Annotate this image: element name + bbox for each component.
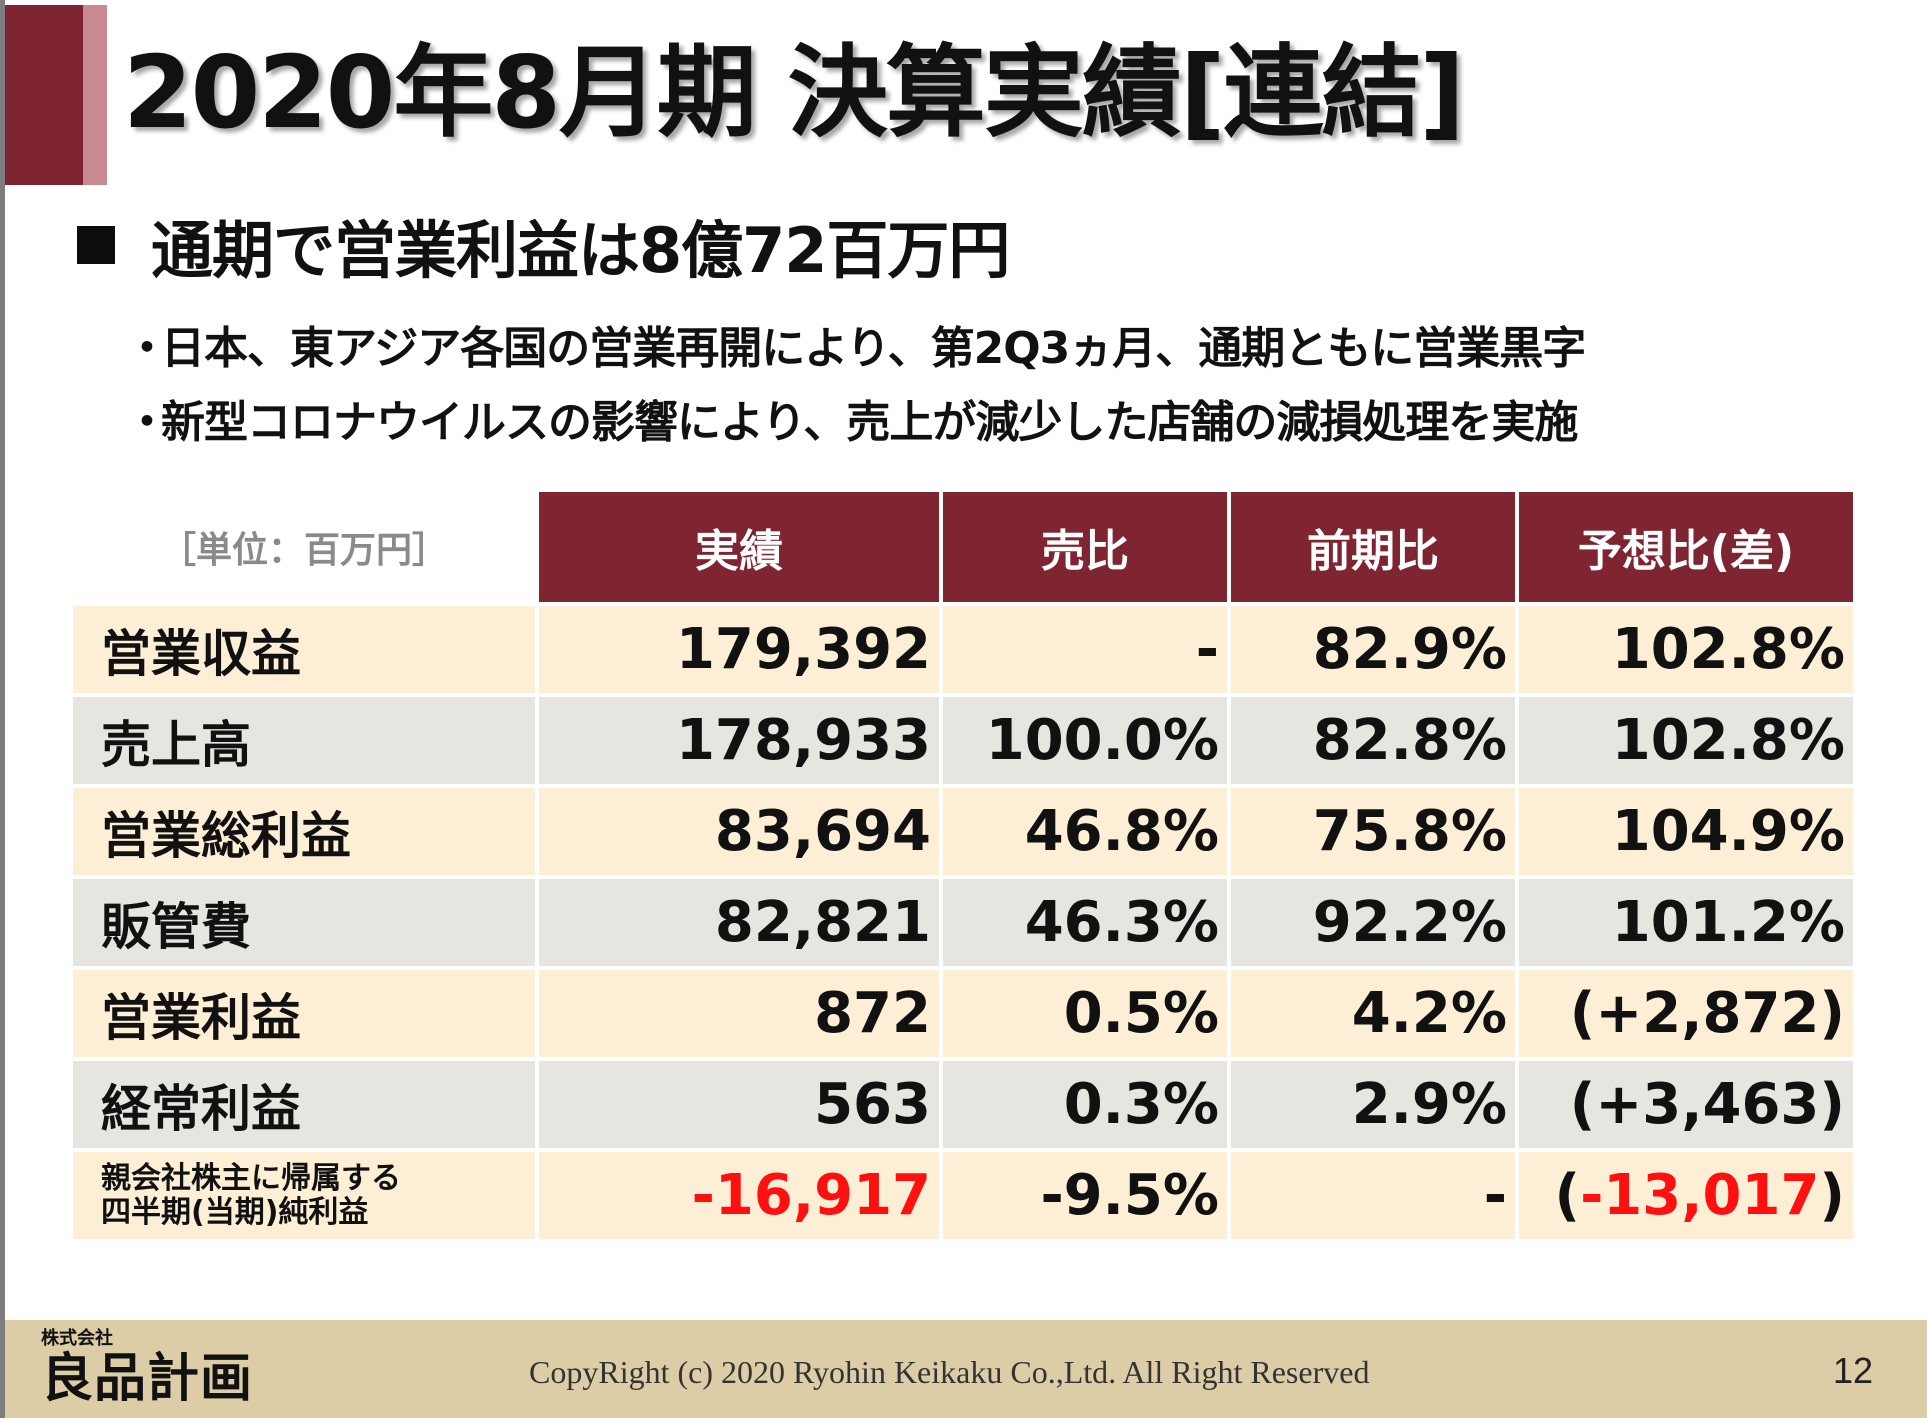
yoy-value: 82.8%	[1231, 697, 1515, 784]
yoy-value: -	[1231, 1152, 1515, 1239]
row-label: 販管費	[73, 879, 535, 966]
table-header-row: ［単位：百万円］ 実績 売比 前期比 予想比(差)	[73, 492, 1853, 602]
row-label-line: 親会社株主に帰属する	[101, 1160, 401, 1196]
table-row: 親会社株主に帰属する 四半期(当期)純利益 -16,917 -9.5% - (-…	[73, 1152, 1853, 1239]
vs-forecast-value: 102.8%	[1519, 697, 1853, 784]
sales-ratio-value: 100.0%	[943, 697, 1227, 784]
row-label: 営業収益	[73, 606, 535, 693]
vs-forecast-value: 102.8%	[1519, 606, 1853, 693]
table-row: 販管費 82,821 46.3% 92.2% 101.2%	[73, 879, 1853, 966]
unit-label: ［単位：百万円］	[73, 492, 535, 602]
negative-value: -13,017	[1580, 1163, 1820, 1228]
actual-value: 872	[539, 970, 939, 1057]
vs-forecast-value: (-13,017)	[1519, 1152, 1853, 1239]
row-label: 経常利益	[73, 1061, 535, 1148]
bullet-item: ・新型コロナウイルスの影響により、売上が減少した店舗の減損処理を実施	[125, 386, 1585, 460]
company-logo: 株式会社 良品計画	[41, 1328, 253, 1408]
table-row: 売上高 178,933 100.0% 82.8% 102.8%	[73, 697, 1853, 784]
actual-value: 83,694	[539, 788, 939, 875]
table-row: 営業総利益 83,694 46.8% 75.8% 104.9%	[73, 788, 1853, 875]
copyright-text: CopyRight (c) 2020 Ryohin Keikaku Co.,Lt…	[529, 1354, 1370, 1390]
actual-value: -16,917	[539, 1152, 939, 1239]
bullet-item: ・日本、東アジア各国の営業再開により、第2Q3ヵ月、通期ともに営業黒字	[125, 312, 1586, 386]
table-row: 経常利益 563 0.3% 2.9% (+3,463)	[73, 1061, 1853, 1148]
page-title: 2020年8月期 決算実績[連結]	[123, 34, 1465, 151]
row-label: 営業利益	[73, 970, 535, 1057]
yoy-value: 4.2%	[1231, 970, 1515, 1057]
sales-ratio-value: -	[943, 606, 1227, 693]
bullet-marker: ・	[125, 397, 169, 448]
logo-company-name: 良品計画	[41, 1349, 254, 1409]
column-header-vs-forecast: 予想比(差)	[1519, 492, 1853, 602]
column-header-sales-ratio: 売比	[943, 492, 1227, 602]
page-number: 12	[1832, 1350, 1873, 1391]
row-label-line: 四半期(当期)純利益	[101, 1194, 369, 1230]
sales-ratio-value: 46.3%	[943, 879, 1227, 966]
sales-ratio-value: 46.8%	[943, 788, 1227, 875]
title-accent-bar	[5, 5, 83, 185]
yoy-value: 92.2%	[1231, 879, 1515, 966]
row-label: 売上高	[73, 697, 535, 784]
vs-forecast-value: (+3,463)	[1519, 1061, 1853, 1148]
column-header-actual: 実績	[539, 492, 939, 602]
paren-open: (	[1554, 1163, 1581, 1228]
sales-ratio-value: 0.5%	[943, 970, 1227, 1057]
actual-value: 179,392	[539, 606, 939, 693]
results-table: ［単位：百万円］ 実績 売比 前期比 予想比(差) 営業収益 179,392 -…	[69, 488, 1857, 1243]
actual-value: 563	[539, 1061, 939, 1148]
vs-forecast-value: 101.2%	[1519, 879, 1853, 966]
title-accent-stripe	[83, 5, 107, 185]
paren-close: )	[1819, 1163, 1845, 1228]
actual-value: 82,821	[539, 879, 939, 966]
row-label: 営業総利益	[73, 788, 535, 875]
sales-ratio-value: 0.3%	[943, 1061, 1227, 1148]
yoy-value: 2.9%	[1231, 1061, 1515, 1148]
table-row: 営業利益 872 0.5% 4.2% (+2,872)	[73, 970, 1853, 1057]
headline: 通期で営業利益は8億72百万円	[77, 205, 1010, 287]
column-header-yoy: 前期比	[1231, 492, 1515, 602]
table-row: 営業収益 179,392 - 82.9% 102.8%	[73, 606, 1853, 693]
bullet-marker: ・	[125, 323, 169, 374]
bullet-list: ・日本、東アジア各国の営業再開により、第2Q3ヵ月、通期ともに営業黒字 ・新型コ…	[125, 312, 1586, 460]
bullet-text: 新型コロナウイルスの影響により、売上が減少した店舗の減損処理を実施	[161, 397, 1578, 448]
vs-forecast-value: (+2,872)	[1519, 970, 1853, 1057]
slide: 2020年8月期 決算実績[連結] 通期で営業利益は8億72百万円 ・日本、東ア…	[5, 0, 1927, 1418]
headline-text: 通期で営業利益は8億72百万円	[151, 214, 1010, 287]
yoy-value: 82.9%	[1231, 606, 1515, 693]
yoy-value: 75.8%	[1231, 788, 1515, 875]
sales-ratio-value: -9.5%	[943, 1152, 1227, 1239]
row-label: 親会社株主に帰属する 四半期(当期)純利益	[73, 1152, 535, 1239]
vs-forecast-value: 104.9%	[1519, 788, 1853, 875]
logo-company-type: 株式会社	[41, 1328, 113, 1349]
black-square-icon	[77, 226, 115, 264]
actual-value: 178,933	[539, 697, 939, 784]
footer: 株式会社 良品計画 CopyRight (c) 2020 Ryohin Keik…	[5, 1320, 1927, 1418]
bullet-text: 日本、東アジア各国の営業再開により、第2Q3ヵ月、通期ともに営業黒字	[161, 323, 1586, 374]
